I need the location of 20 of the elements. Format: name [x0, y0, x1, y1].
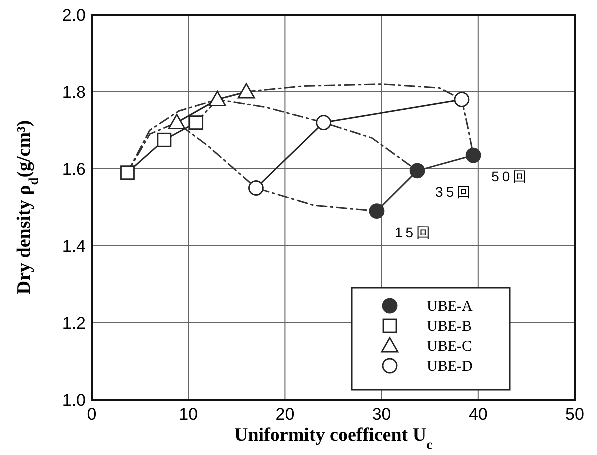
annotation: 15回	[394, 224, 434, 240]
x-tick-label: 20	[276, 405, 295, 424]
x-axis-title: Uniformity coefficent U$_{c}$	[234, 425, 433, 452]
x-tick-label: 30	[372, 405, 392, 424]
annotation: 50回	[492, 168, 530, 185]
y-tick-label: 2.0	[62, 6, 86, 25]
x-tick-label: 0	[87, 405, 97, 424]
x-tick-label: 50	[566, 405, 584, 424]
legend-label: UBE-B	[427, 319, 472, 335]
y-tick-label: 1.8	[62, 83, 86, 102]
y-tick-label: 1.6	[62, 160, 86, 179]
annotation: 35回	[436, 184, 474, 200]
y-tick-label: 1.0	[62, 391, 86, 410]
legend-label: UBE-D	[427, 359, 473, 375]
legend-label: UBE-C	[427, 339, 472, 355]
x-tick-label: 40	[468, 405, 488, 424]
y-tick-label: 1.2	[62, 314, 86, 333]
y-tick-label: 1.4	[62, 237, 86, 256]
legend-label: UBE-A	[427, 299, 473, 315]
x-tick-label: 10	[179, 405, 198, 424]
